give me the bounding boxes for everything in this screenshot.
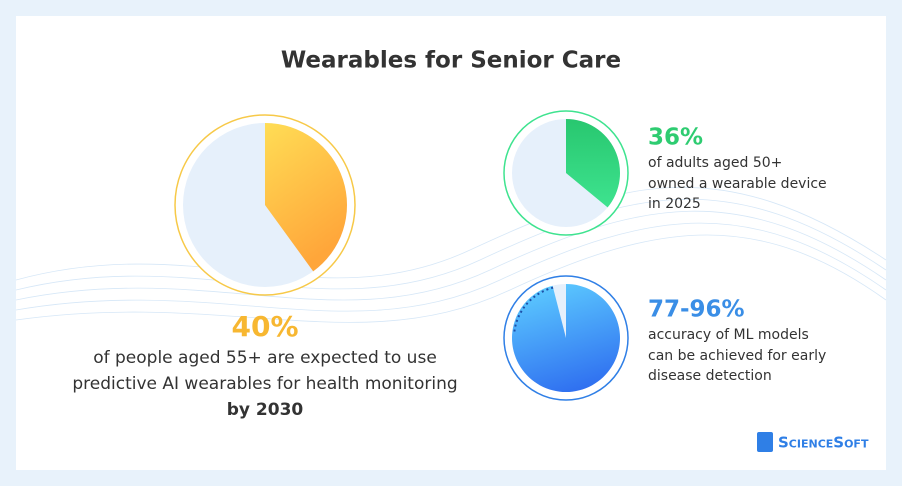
logo-text: ScienceSoft xyxy=(778,434,869,452)
stat-emphasis: by 2030 xyxy=(227,400,304,420)
range-arc xyxy=(513,286,554,332)
stat-text: can be achieved for early xyxy=(648,348,826,364)
pie-wedge xyxy=(512,284,621,392)
wave-decoration xyxy=(15,186,887,323)
stat-value: 77-96% xyxy=(648,297,745,323)
pie-wedge xyxy=(265,123,347,272)
card xyxy=(16,16,886,470)
logo-icon xyxy=(757,432,773,452)
stat-value: 40% xyxy=(231,310,298,343)
stat-text: accuracy of ML models xyxy=(648,327,809,343)
stat-text: predictive AI wearables for health monit… xyxy=(72,374,457,394)
title: Wearables for Senior Care xyxy=(281,48,621,74)
pie-wedge xyxy=(566,119,620,208)
stat-text: in 2025 xyxy=(648,196,701,212)
stat-text: owned a wearable device xyxy=(648,176,827,192)
stat-text: of adults aged 50+ xyxy=(648,155,782,171)
stat-text: of people aged 55+ are expected to use xyxy=(93,348,437,368)
logo: ScienceSoft xyxy=(757,432,869,452)
stat-text: disease detection xyxy=(648,368,772,384)
stat-value: 36% xyxy=(648,125,703,151)
